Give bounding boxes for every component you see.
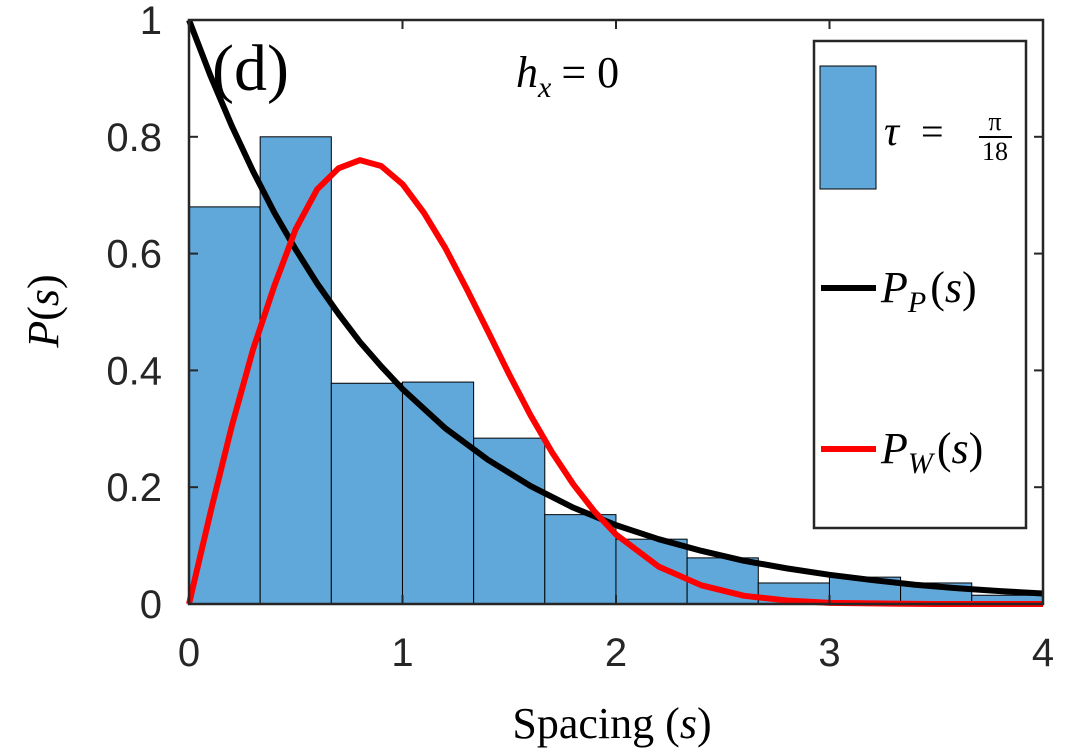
annotation-hx: hx = 0 [516,48,619,104]
y-tick-label: 0.6 [106,233,162,277]
x-tick-label: 1 [391,631,413,675]
x-tick-label: 0 [178,631,200,675]
y-tick-label: 0 [140,583,162,627]
histogram-bar [473,437,546,605]
x-tick-label: 2 [605,631,627,675]
legend-label-tau: τ [884,109,901,155]
y-tick-label: 1 [140,0,162,43]
legend-frac-den: 18 [982,137,1008,166]
y-tick-label: 0.4 [106,349,162,393]
histogram-bar [544,514,617,605]
poisson-curve [186,18,1044,597]
panel-label: (d) [212,32,289,105]
histogram-bar [188,206,261,605]
legend-frac-num: π [988,107,1001,136]
legend-label-wigner: PW(s) [880,424,983,480]
y-tick-label: 0.2 [106,466,162,510]
x-tick-label: 4 [1032,631,1054,675]
legend-bar-swatch [819,65,877,190]
x-tick-label: 3 [818,631,840,675]
y-axis-label: P(s) [19,274,68,348]
legend-label-eq: = [921,109,944,154]
plot-area [186,18,1044,607]
legend: τ = π 18 PP(s) PW(s) [812,39,1028,530]
axis-ticks: 0 1 2 3 4 0 0.2 0.4 0.6 0.8 1 [106,0,1054,675]
histogram-bar [330,382,403,605]
histogram-bar [259,136,332,605]
legend-label-poisson: PP(s) [880,263,977,319]
wigner-curve [186,157,1043,607]
y-tick-label: 0.8 [106,116,162,160]
histogram-bar [401,381,475,605]
x-axis-label: Spacing (s) [512,699,711,748]
